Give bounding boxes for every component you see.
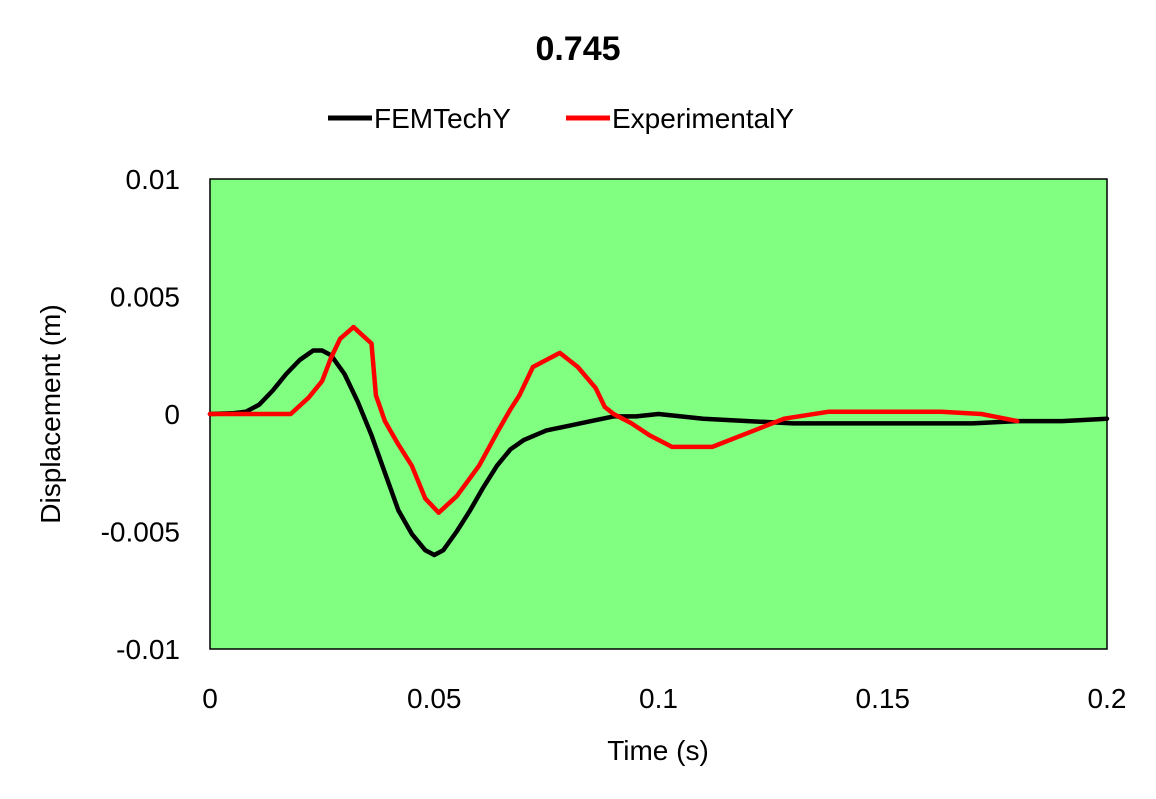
series-lines bbox=[207, 324, 1110, 558]
chart-title: 0.745 bbox=[535, 30, 620, 68]
x-tick-label: 0.2 bbox=[1088, 683, 1127, 714]
y-tick-label: -0.005 bbox=[101, 517, 180, 548]
y-axis-ticks: 0.01 0.005 0 -0.005 -0.01 bbox=[101, 164, 180, 665]
x-tick-label: 0.05 bbox=[407, 683, 462, 714]
legend-label-experimentaly: ExperimentalY bbox=[612, 103, 794, 134]
y-tick-label: 0.01 bbox=[126, 164, 181, 195]
series-line-femtechy bbox=[207, 348, 1110, 558]
y-tick-label: 0.005 bbox=[110, 282, 180, 313]
x-tick-label: 0 bbox=[202, 683, 218, 714]
y-tick-label: 0 bbox=[164, 399, 180, 430]
y-tick-label: -0.01 bbox=[116, 634, 180, 665]
legend-label-femtechy: FEMTechY bbox=[374, 103, 511, 134]
legend: FEMTechY ExperimentalY bbox=[328, 103, 794, 134]
series-line-experimentaly bbox=[207, 324, 1020, 515]
x-tick-label: 0.15 bbox=[856, 683, 911, 714]
x-axis-ticks: 0 0.05 0.1 0.15 0.2 bbox=[202, 683, 1126, 714]
y-axis-label: Displacement (m) bbox=[35, 304, 66, 523]
x-axis-label: Time (s) bbox=[607, 735, 709, 766]
x-tick-label: 0.1 bbox=[639, 683, 678, 714]
